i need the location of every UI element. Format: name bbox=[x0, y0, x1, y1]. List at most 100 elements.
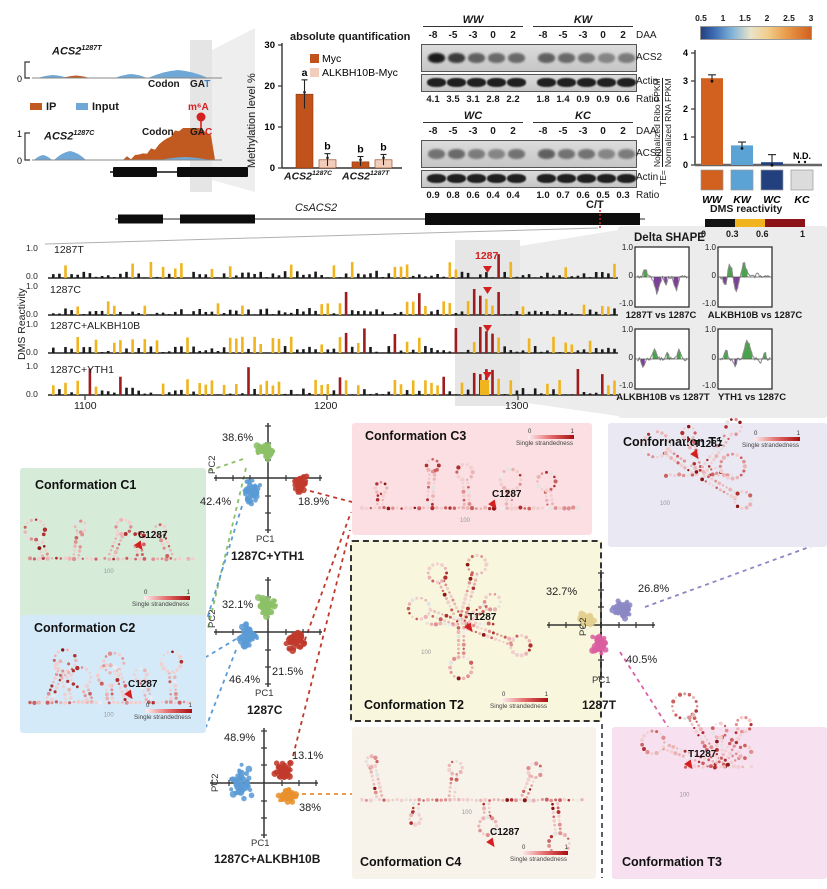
blot-ratio-label-0: Ratio bbox=[636, 94, 660, 105]
dms-ytick-0-0: 0.0 bbox=[26, 271, 38, 281]
blot-actin-strip-0 bbox=[421, 74, 637, 92]
pca-xlabel-3: PC1 bbox=[592, 675, 611, 686]
pca-ylabel-3: PC2 bbox=[578, 617, 589, 636]
dms-ytick-1-1: 1.0 bbox=[26, 281, 38, 291]
dms-ytick-0-1: 0.0 bbox=[26, 309, 38, 319]
pca-pct-0-0: 38.6% bbox=[222, 432, 254, 444]
delta-shape-ytick1-2: 1.0 bbox=[621, 325, 633, 334]
delta-shape-label-0: 1287T vs 1287C bbox=[625, 310, 697, 321]
svg-text:100: 100 bbox=[460, 518, 471, 524]
conformation-panel-C1: Conformation C1 100 C1287 0 1 Single stranded… bbox=[20, 468, 206, 633]
rna-structure-C3: 100 bbox=[359, 458, 580, 524]
ct-label: C/T bbox=[586, 199, 604, 211]
blot-acs2-strip-1 bbox=[421, 140, 637, 168]
delta-shape-label-3: YTH1 vs 1287C bbox=[717, 392, 787, 403]
conformation-panel-C3: Conformation C3 100 C1287 0 1 Single stranded… bbox=[352, 423, 592, 535]
svg-text:KC: KC bbox=[794, 194, 810, 206]
pca-xlabel-0: PC1 bbox=[256, 534, 275, 545]
legend-input: Input bbox=[76, 101, 119, 113]
svg-text:KW: KW bbox=[733, 194, 752, 206]
pca-plot-1287C bbox=[214, 577, 322, 687]
te-colorbar bbox=[700, 26, 812, 40]
conformation-panel-T1: Conformation T1 100 T1287 0 1 Single stranded… bbox=[608, 417, 827, 547]
pca-title-2: 1287C+ALKBH10B bbox=[214, 852, 321, 866]
dms-xtick-2: 1300 bbox=[505, 400, 529, 412]
conformation-title-T2: Conformation T2 bbox=[364, 698, 464, 712]
te-cbar-tick-1: 1 bbox=[720, 13, 726, 23]
conformation-title-T1: Conformation T1 bbox=[623, 435, 723, 449]
dms-ytick-0-2: 0.0 bbox=[26, 347, 38, 357]
marker-C3: C1287 bbox=[488, 489, 521, 512]
pca-ylabel-1: PC2 bbox=[207, 609, 218, 628]
svg-text:0: 0 bbox=[17, 74, 22, 84]
blot-header-WW: WW bbox=[423, 14, 523, 27]
blot-ratio-label-1: Ratio bbox=[636, 190, 660, 201]
svg-text:Myc: Myc bbox=[322, 53, 341, 65]
track-t-title: ACS21287T bbox=[52, 44, 102, 58]
dms-track-label-2: 1287C+ALKBH10B bbox=[50, 320, 141, 332]
svg-text:a: a bbox=[302, 67, 308, 79]
delta-shape-ytick0-2: 0 bbox=[628, 353, 633, 362]
svg-text:3: 3 bbox=[683, 76, 688, 86]
single-strandedness-scale-T2: 0 1 Single strandedness bbox=[490, 692, 548, 710]
blot-daa-0: DAA bbox=[636, 30, 657, 41]
rna-structure-T1: 100 bbox=[642, 417, 754, 510]
rna-structure-C1: 100 bbox=[23, 517, 195, 575]
conformation-panel-T2: Conformation T2 100 T1287 0 1 Single stranded… bbox=[350, 540, 602, 722]
quant-chart: 0 10 20 30 Myc ALKBH10B-Myc a b b b bbox=[264, 40, 402, 174]
blot-acs2-label-1: ACS2 bbox=[636, 148, 663, 159]
svg-text:ALKBH10B-Myc: ALKBH10B-Myc bbox=[322, 67, 398, 79]
delta-shape-ytickm-0: -1.0 bbox=[619, 299, 633, 308]
delta-shape-plot-3 bbox=[717, 328, 773, 390]
rna-structure-T2: 100 bbox=[406, 553, 533, 681]
pca-pct-3-2: 40.5% bbox=[626, 654, 658, 666]
svg-text:0: 0 bbox=[17, 156, 22, 166]
svg-text:4: 4 bbox=[683, 48, 688, 58]
pca-pct-1-2: 21.5% bbox=[272, 666, 304, 678]
dms-scale-tick-3: 1 bbox=[800, 229, 806, 239]
delta-shape-plot-2 bbox=[634, 328, 690, 390]
delta-shape-plot-1 bbox=[717, 246, 773, 308]
delta-shape-ytickm-3: -1.0 bbox=[702, 381, 716, 390]
dms-track-label-3: 1287C+YTH1 bbox=[50, 364, 114, 376]
svg-text:WW: WW bbox=[702, 194, 723, 206]
svg-text:b: b bbox=[380, 141, 386, 153]
conformation-title-C3: Conformation C3 bbox=[365, 429, 467, 443]
te-cbar-tick-4: 2.5 bbox=[783, 13, 795, 23]
track-c-title: ACS21287C bbox=[44, 129, 95, 143]
pca-pct-3-1: 26.8% bbox=[638, 583, 670, 595]
svg-text:100: 100 bbox=[421, 650, 432, 656]
dms-reactivity-scale bbox=[705, 219, 805, 227]
conformation-panel-C2: Conformation C2 100 C1287 0 1 Single stranded… bbox=[20, 615, 206, 733]
pca-pct-2-1: 13.1% bbox=[292, 750, 324, 762]
legend-ip: IP bbox=[30, 101, 56, 113]
pca-title-0: 1287C+YTH1 bbox=[231, 549, 305, 563]
delta-shape-plot-0 bbox=[634, 246, 690, 308]
pca-title-1: 1287C bbox=[247, 703, 283, 717]
marker-C2: C1287 bbox=[124, 679, 157, 702]
pca-pct-0-2: 18.9% bbox=[298, 496, 330, 508]
svg-text:1: 1 bbox=[17, 129, 22, 139]
svg-text:b: b bbox=[324, 141, 330, 153]
svg-text:2: 2 bbox=[683, 104, 688, 114]
pca-pct-2-0: 48.9% bbox=[224, 732, 256, 744]
pca-plot-1287C+YTH1 bbox=[214, 423, 322, 533]
codon-label-c: Codon bbox=[142, 127, 174, 138]
dms-ytick-0-3: 0.0 bbox=[26, 389, 38, 399]
dms-scale-tick-1: 0.3 bbox=[726, 229, 739, 239]
pca-pct-3-0: 32.7% bbox=[546, 586, 578, 598]
delta-shape-label-1: ALKBH10B vs 1287C bbox=[707, 310, 803, 321]
dms-ytick-1-2: 1.0 bbox=[26, 319, 38, 329]
conformation-title-C2: Conformation C2 bbox=[34, 621, 136, 635]
single-strandedness-scale-C4: 0 1 Single strandedness bbox=[510, 845, 568, 863]
rna-structure-C2: 100 bbox=[28, 648, 195, 718]
marker-C1: C1287 bbox=[134, 530, 167, 553]
conformation-title-C1: Conformation C1 bbox=[35, 478, 137, 492]
conformation-panel-T3: Conformation T3 100 T1287 bbox=[612, 692, 827, 879]
dms-tracks bbox=[48, 240, 620, 406]
te-cbar-tick-3: 2 bbox=[764, 13, 770, 23]
svg-text:100: 100 bbox=[104, 712, 115, 718]
svg-text:20: 20 bbox=[264, 81, 275, 92]
dms-xtick-1: 1200 bbox=[314, 400, 338, 412]
